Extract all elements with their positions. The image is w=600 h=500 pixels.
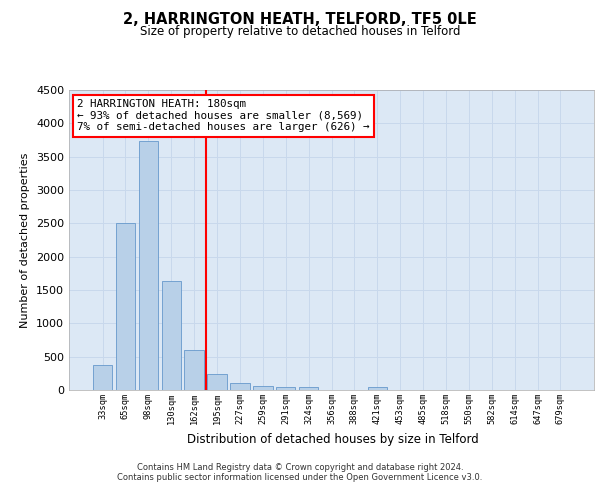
Bar <box>299 387 319 390</box>
Bar <box>276 387 295 390</box>
Bar <box>139 142 158 390</box>
Text: 2 HARRINGTON HEATH: 180sqm
← 93% of detached houses are smaller (8,569)
7% of se: 2 HARRINGTON HEATH: 180sqm ← 93% of deta… <box>77 99 370 132</box>
Text: Size of property relative to detached houses in Telford: Size of property relative to detached ho… <box>140 25 460 38</box>
Text: Contains HM Land Registry data © Crown copyright and database right 2024.: Contains HM Land Registry data © Crown c… <box>137 462 463 471</box>
Text: Contains public sector information licensed under the Open Government Licence v3: Contains public sector information licen… <box>118 472 482 482</box>
Bar <box>230 382 250 390</box>
Bar <box>184 350 204 390</box>
Text: 2, HARRINGTON HEATH, TELFORD, TF5 0LE: 2, HARRINGTON HEATH, TELFORD, TF5 0LE <box>123 12 477 28</box>
Text: Distribution of detached houses by size in Telford: Distribution of detached houses by size … <box>187 432 479 446</box>
Bar <box>368 386 387 390</box>
Bar <box>93 364 112 390</box>
Bar <box>253 386 272 390</box>
Bar <box>161 280 181 390</box>
Y-axis label: Number of detached properties: Number of detached properties <box>20 152 31 328</box>
Bar <box>116 224 135 390</box>
Bar <box>208 374 227 390</box>
